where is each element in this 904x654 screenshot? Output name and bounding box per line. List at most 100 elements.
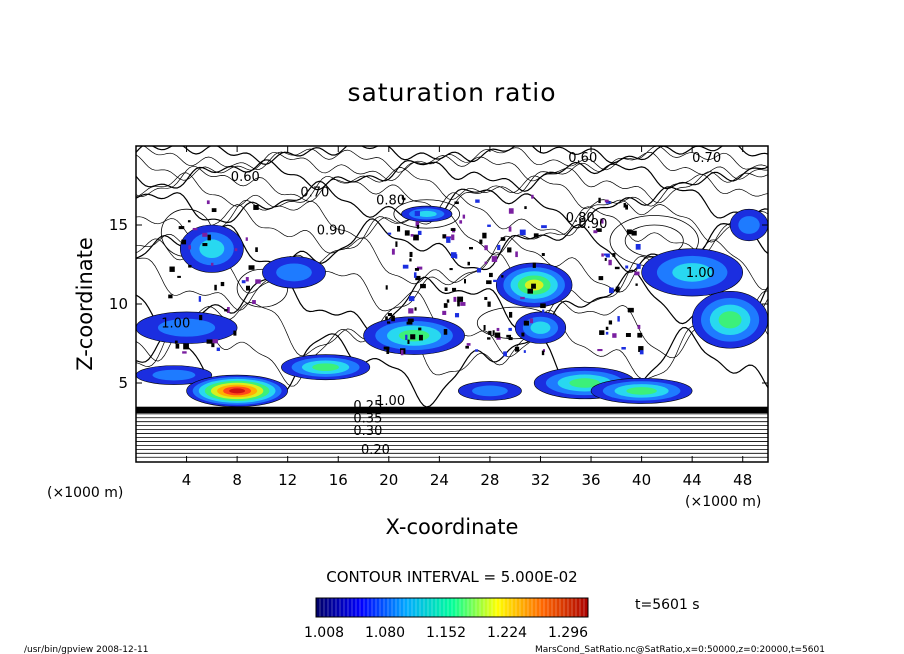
cloud-cell: [397, 225, 401, 232]
contour-line: [136, 165, 768, 204]
cloud-cell: [599, 330, 605, 335]
cloud-cell: [210, 262, 214, 266]
cloud-cell: [489, 272, 493, 278]
supersaturated-region: [590, 377, 693, 404]
cloud-cell: [508, 337, 513, 341]
contour-value-label: 0.90: [578, 217, 607, 232]
cloud-cell: [178, 226, 185, 230]
cloud-cell: [488, 330, 492, 335]
cloud-cell: [255, 247, 258, 253]
contour-labels: 0.600.700.800.900.60 0.700.800.901.001.00…: [161, 151, 721, 458]
cloud-cell: [492, 330, 495, 336]
cloud-cell: [636, 263, 641, 269]
contour-value-label: 0.80: [376, 193, 405, 208]
cloud-cell: [442, 310, 447, 315]
cloud-cell: [617, 316, 620, 322]
cloud-cell: [515, 251, 518, 258]
cloud-cell: [508, 311, 513, 318]
region-level: [718, 311, 742, 329]
cloud-cell: [605, 201, 611, 204]
cloud-cell: [540, 303, 546, 309]
cloud-cell: [501, 275, 504, 278]
cloud-cell: [600, 218, 604, 224]
supersaturated-regions: [136, 194, 768, 408]
cloud-cell: [214, 284, 217, 291]
contour-value-label: 1.00: [376, 394, 405, 409]
cloud-cell: [443, 329, 448, 335]
surface-layer-lines: [136, 406, 768, 458]
cloud-cell: [234, 248, 238, 252]
cloud-cell: [493, 279, 499, 283]
cloud-cell: [188, 245, 192, 250]
x-tick-label: 44: [683, 471, 702, 489]
cloud-cell: [224, 309, 228, 312]
supersaturated-region: [281, 354, 371, 381]
cloud-cell: [463, 278, 467, 284]
cloud-cell: [387, 313, 392, 317]
cloud-cell: [626, 229, 632, 235]
cloud-cell: [531, 283, 536, 289]
region-level: [416, 210, 437, 218]
cloud-cell: [212, 338, 218, 344]
cloud-cell: [216, 347, 220, 352]
cloud-cell: [446, 237, 451, 243]
cloud-cell: [601, 253, 604, 257]
cloud-cell: [482, 232, 487, 239]
contour-line: [136, 180, 768, 229]
cloud-cell: [475, 199, 480, 203]
cloud-cell: [207, 234, 211, 241]
cloud-cell: [486, 280, 492, 285]
cloud-cell: [460, 302, 466, 306]
cloud-cell: [418, 327, 422, 331]
contour-value-label: 0.70: [692, 151, 721, 166]
cloud-cell: [401, 195, 404, 200]
cloud-cell: [450, 252, 457, 258]
cloud-cell: [444, 287, 448, 291]
cloud-cell: [385, 316, 388, 321]
supersaturated-region: [136, 365, 213, 385]
cloud-cell: [466, 343, 471, 346]
cloud-cell: [202, 243, 208, 247]
cloud-cell: [608, 320, 613, 325]
contour-value-label: 1.00: [686, 266, 715, 281]
cloud-cell: [252, 300, 256, 305]
cloud-cell: [414, 268, 419, 271]
y-tick-label: 15: [109, 216, 128, 234]
contour-value-label: 0.25: [353, 399, 382, 414]
supersaturated-region: [186, 374, 288, 408]
cloud-cell: [391, 315, 395, 322]
x-tick-label: 24: [430, 471, 449, 489]
cloud-cell: [521, 332, 525, 337]
region-level: [626, 387, 657, 395]
time-label: t=5601 s: [635, 597, 700, 613]
cloud-cell: [625, 204, 629, 210]
cloud-cell: [168, 294, 173, 299]
cloud-cell: [416, 224, 420, 229]
cloud-cell: [414, 210, 420, 217]
contour-loop: [393, 199, 460, 229]
x-tick-label: 36: [581, 471, 600, 489]
x-tick-label: 16: [329, 471, 348, 489]
cloud-cell: [523, 350, 526, 353]
cloud-cell: [202, 232, 208, 237]
supersaturated-region: [729, 208, 768, 242]
colorbar-tick-label: 1.296: [548, 625, 588, 641]
x-tick-label: 32: [531, 471, 550, 489]
supersaturated-region: [262, 256, 326, 289]
cloud-cell: [199, 315, 203, 321]
contour-line: [136, 172, 768, 215]
cloud-cell: [402, 264, 409, 269]
cloud-cell: [598, 197, 601, 204]
cloud-cell: [500, 237, 506, 241]
cloud-cell: [542, 309, 545, 315]
cloud-cell: [211, 343, 215, 348]
cloud-cell: [183, 343, 189, 350]
contour-interval-text: CONTOUR INTERVAL = 5.000E-02: [326, 568, 577, 586]
cloud-cell: [459, 220, 463, 224]
cloud-cell: [175, 343, 180, 349]
cloud-cell: [187, 220, 191, 223]
cloud-cell: [529, 318, 534, 324]
cloud-cell: [627, 308, 634, 313]
contour-value-label: 0.80: [566, 211, 595, 226]
cloud-cell: [391, 248, 395, 255]
